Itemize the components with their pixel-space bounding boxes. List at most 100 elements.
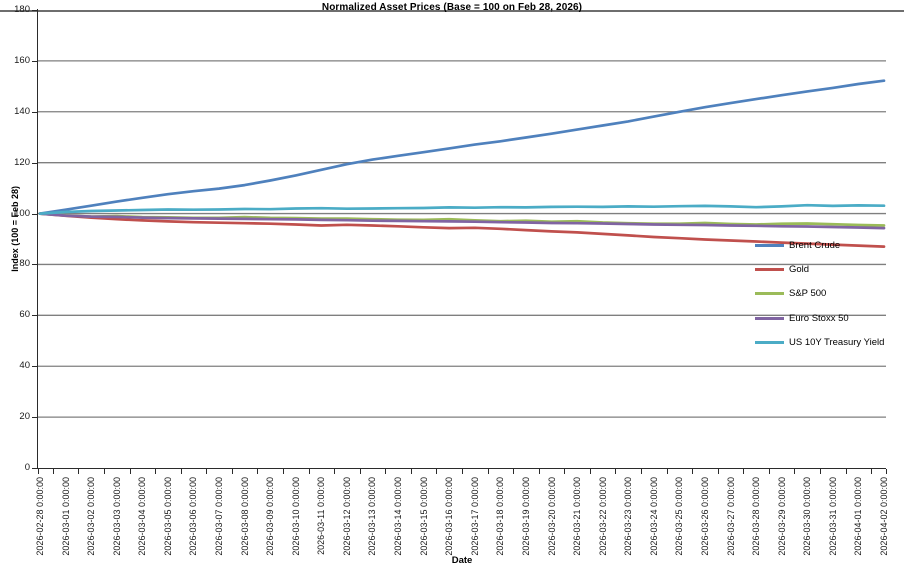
series-line-euro-stoxx-50 <box>38 212 886 230</box>
x-tick-label: 2026-03-16 0:00:00 <box>444 477 455 556</box>
legend-item-brent-crude: Brent Crude <box>755 239 840 251</box>
x-tick-label: 2026-03-27 0:00:00 <box>725 477 736 556</box>
series-line-brent-crude <box>38 79 886 215</box>
x-tick <box>308 469 310 474</box>
y-tick <box>32 264 38 266</box>
x-tick <box>129 469 131 474</box>
y-tick-label: 40 <box>19 360 30 372</box>
legend-line-sample <box>755 316 784 320</box>
x-tick <box>794 469 796 474</box>
y-tick-label: 140 <box>14 105 30 117</box>
x-tick <box>359 469 361 474</box>
x-tick <box>743 469 745 474</box>
x-tick-label: 2026-03-15 0:00:00 <box>418 477 429 556</box>
x-tick <box>78 469 80 474</box>
x-tick <box>436 469 438 474</box>
legend-item-gold: Gold <box>755 263 809 275</box>
legend-item-euro-stoxx-50: Euro Stoxx 50 <box>755 312 849 324</box>
y-tick <box>32 468 38 469</box>
y-axis-line <box>37 9 38 469</box>
legend-label: Gold <box>789 263 810 275</box>
x-tick-label: 2026-03-23 0:00:00 <box>623 477 634 556</box>
y-tick <box>32 315 38 317</box>
legend-item-s-p-500: S&P 500 <box>755 288 826 300</box>
x-tick <box>589 469 591 474</box>
x-tick-label: 2026-04-02 0:00:00 <box>879 477 889 556</box>
x-tick <box>334 469 336 474</box>
x-tick-label: 2026-03-18 0:00:00 <box>495 477 506 556</box>
x-tick-label: 2026-03-07 0:00:00 <box>214 477 225 556</box>
x-tick-label: 2026-03-29 0:00:00 <box>776 477 787 556</box>
x-tick <box>513 469 515 474</box>
x-tick-label: 2026-03-30 0:00:00 <box>802 477 813 556</box>
series-line-us-10y-treasury-yield <box>38 203 886 215</box>
x-tick <box>820 469 822 474</box>
x-tick <box>641 469 643 474</box>
legend-label: Brent Crude <box>789 239 841 251</box>
x-tick <box>871 469 873 474</box>
x-tick <box>206 469 208 474</box>
legend-item-us-10y-treasury-yield: US 10Y Treasury Yield <box>755 337 884 349</box>
x-tick <box>155 469 157 474</box>
y-axis-title: Index (100 = Feb 28) <box>10 186 20 272</box>
x-tick-label: 2026-03-08 0:00:00 <box>239 477 250 556</box>
y-tick <box>32 417 38 419</box>
y-tick <box>32 60 38 62</box>
legend-label: S&P 500 <box>789 288 827 300</box>
x-axis-title: Date <box>451 555 473 566</box>
legend-line-sample <box>755 341 784 345</box>
x-tick-label: 2026-03-20 0:00:00 <box>546 477 557 556</box>
x-tick-label: 2026-03-09 0:00:00 <box>265 477 276 556</box>
x-tick <box>257 469 259 474</box>
y-tick-label: 100 <box>14 207 30 219</box>
x-tick <box>231 469 233 474</box>
y-tick-label: 160 <box>14 54 30 66</box>
x-tick <box>38 469 39 474</box>
legend-line-sample <box>755 292 784 296</box>
plot-canvas <box>38 60 886 418</box>
x-tick <box>487 469 489 474</box>
x-tick <box>103 469 105 474</box>
x-tick <box>410 469 412 474</box>
x-tick <box>692 469 694 474</box>
x-tick <box>538 469 540 474</box>
x-tick <box>845 469 847 474</box>
x-tick <box>385 469 387 474</box>
x-tick <box>180 469 182 474</box>
x-tick <box>666 469 668 474</box>
legend-label: US 10Y Treasury Yield <box>789 337 885 349</box>
x-tick <box>282 469 284 474</box>
y-tick <box>32 111 38 113</box>
x-tick-label: 2026-03-26 0:00:00 <box>699 477 710 556</box>
x-tick-label: 2026-03-31 0:00:00 <box>827 477 838 556</box>
x-tick <box>717 469 719 474</box>
x-tick-label: 2026-03-19 0:00:00 <box>520 477 531 556</box>
x-tick-label: 2026-03-02 0:00:00 <box>86 477 97 556</box>
y-tick-label: 0 <box>24 462 30 473</box>
series-line-s-p-500 <box>38 212 886 227</box>
x-tick-label: 2026-03-14 0:00:00 <box>393 477 404 556</box>
y-tick <box>32 10 38 11</box>
x-tick-label: 2026-03-06 0:00:00 <box>188 477 199 556</box>
chart-frame-top-border <box>0 10 904 12</box>
y-tick-label: 80 <box>19 258 30 270</box>
y-tick <box>32 213 38 215</box>
x-tick-label: 2026-03-01 0:00:00 <box>60 477 71 556</box>
y-tick <box>32 162 38 164</box>
y-tick-label: 120 <box>14 156 30 168</box>
legend-line-sample <box>755 243 784 247</box>
x-tick-label: 2026-03-12 0:00:00 <box>341 477 352 556</box>
x-tick-label: 2026-04-01 0:00:00 <box>853 477 864 556</box>
x-tick-label: 2026-03-10 0:00:00 <box>290 477 301 556</box>
x-tick <box>615 469 617 474</box>
x-tick-label: 2026-03-03 0:00:00 <box>111 477 122 556</box>
legend-label: Euro Stoxx 50 <box>789 312 849 324</box>
chart-title: Normalized Asset Prices (Base = 100 on F… <box>321 2 583 13</box>
legend-line-sample <box>755 267 784 271</box>
x-tick-label: 2026-03-05 0:00:00 <box>162 477 173 556</box>
x-tick-label: 2026-03-11 0:00:00 <box>316 477 327 555</box>
x-axis-line <box>37 468 886 469</box>
x-tick-label: 2026-03-25 0:00:00 <box>674 477 685 556</box>
y-tick <box>32 366 38 368</box>
